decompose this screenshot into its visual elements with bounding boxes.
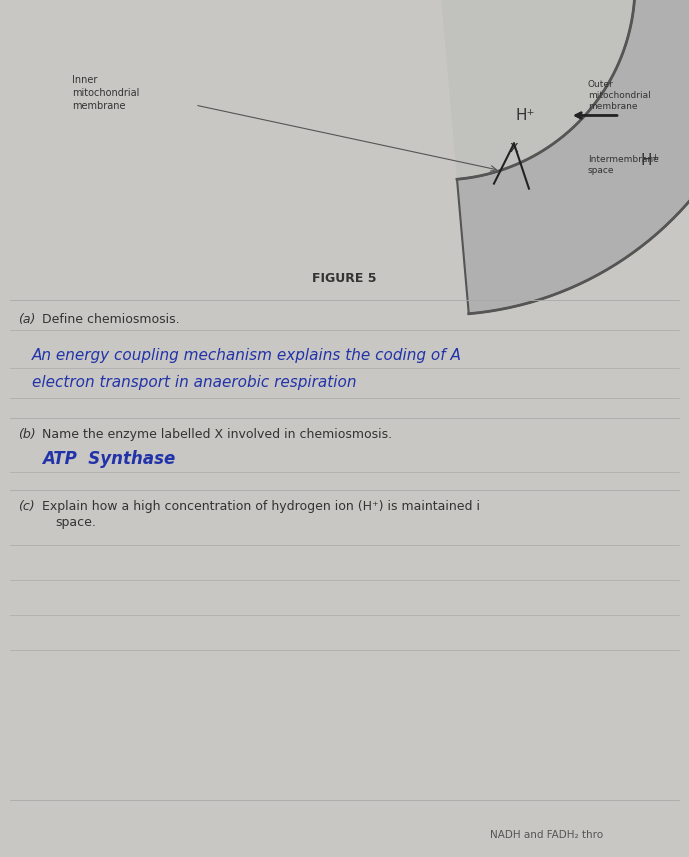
- Text: H⁺: H⁺: [640, 153, 660, 168]
- Text: Outer
mitochondrial
membrane: Outer mitochondrial membrane: [588, 80, 650, 111]
- Text: Inner
mitochondrial
membrane: Inner mitochondrial membrane: [72, 75, 139, 111]
- Polygon shape: [440, 0, 635, 179]
- Text: Define chemiosmosis.: Define chemiosmosis.: [42, 313, 180, 326]
- Text: Intermembrane
space: Intermembrane space: [588, 155, 659, 175]
- Text: FIGURE 5: FIGURE 5: [311, 272, 376, 285]
- Text: (c): (c): [18, 500, 34, 513]
- Text: (b): (b): [18, 428, 36, 441]
- Text: ATP  Synthase: ATP Synthase: [42, 450, 175, 468]
- Text: (a): (a): [18, 313, 35, 326]
- Text: electron transport in anaerobic respiration: electron transport in anaerobic respirat…: [32, 375, 356, 390]
- Text: Explain how a high concentration of hydrogen ion (H⁺) is maintained i: Explain how a high concentration of hydr…: [42, 500, 480, 513]
- Polygon shape: [457, 0, 689, 314]
- Text: space.: space.: [55, 516, 96, 529]
- Text: Name the enzyme labelled X involved in chemiosmosis.: Name the enzyme labelled X involved in c…: [42, 428, 392, 441]
- Text: X: X: [510, 142, 518, 155]
- Text: NADH and FADH₂ thro: NADH and FADH₂ thro: [490, 830, 603, 840]
- Text: An energy coupling mechanism explains the coding of A: An energy coupling mechanism explains th…: [32, 348, 462, 363]
- Text: H⁺: H⁺: [515, 108, 535, 123]
